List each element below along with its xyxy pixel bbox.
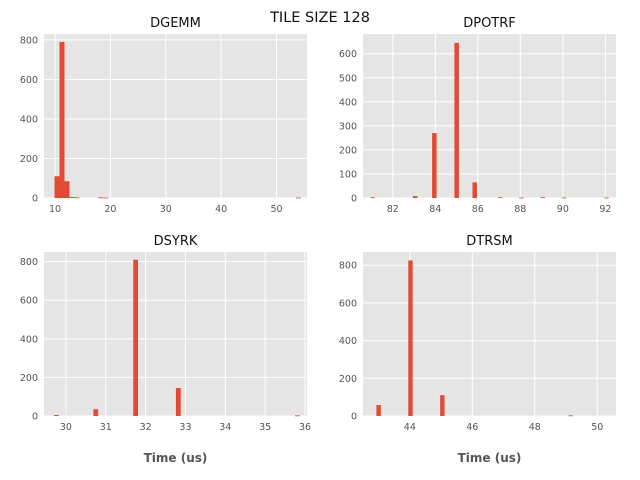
plot-area-dsyrk — [44, 252, 307, 416]
y-tick-label: 0 — [351, 194, 357, 205]
y-tick-label: 800 — [339, 261, 357, 272]
histogram-bar — [98, 197, 104, 199]
x-tick-label: 20 — [104, 204, 116, 215]
x-axis-label-dsyrk: Time (us) — [144, 451, 208, 465]
y-tick-label: 400 — [339, 336, 357, 347]
x-tick-label: 48 — [529, 422, 541, 433]
histogram-bar — [561, 197, 567, 199]
y-tick-label: 600 — [20, 296, 38, 307]
y-tick-label: 600 — [339, 49, 357, 60]
histogram-bar — [175, 388, 181, 416]
x-tick-label: 90 — [557, 204, 569, 215]
subplot-dpotrf: 0 100 200 300 400 500 600 82 84 86 88 90 92 DPOTRF — [339, 16, 616, 215]
x-tick-label: 34 — [219, 422, 231, 433]
x-tick-label: 40 — [215, 204, 227, 215]
x-tick-label: 88 — [514, 204, 526, 215]
histogram-bar — [440, 395, 445, 416]
histogram-bar — [568, 415, 573, 417]
histogram-bar — [295, 415, 300, 417]
y-tick-label: 400 — [339, 97, 357, 108]
y-tick-label: 500 — [339, 73, 357, 84]
subplot-title-dgemm: DGEMM — [150, 16, 201, 31]
x-axis-label-dtrsm: Time (us) — [458, 451, 522, 465]
histogram-bar — [74, 197, 80, 199]
x-tick-label: 30 — [160, 204, 172, 215]
histogram-bar — [498, 197, 503, 199]
histogram-bar — [432, 133, 437, 198]
histogram-bar — [295, 197, 301, 199]
histogram-bar — [53, 415, 59, 416]
histogram-bar — [604, 197, 609, 199]
x-tick-label: 32 — [140, 422, 152, 433]
histogram-bar — [54, 176, 60, 198]
y-tick-label: 400 — [20, 114, 38, 125]
y-tick-label: 200 — [20, 154, 38, 165]
y-tick-label: 0 — [32, 194, 38, 205]
histogram-bar — [519, 197, 524, 199]
x-tick-label: 50 — [591, 422, 603, 433]
x-tick-label: 31 — [100, 422, 112, 433]
plot-area-dpotrf — [363, 34, 616, 198]
x-tick-label: 35 — [259, 422, 271, 433]
x-tick-label: 30 — [60, 422, 72, 433]
histogram-bar — [472, 182, 477, 198]
y-tick-label: 600 — [20, 75, 38, 86]
y-tick-label: 800 — [20, 257, 38, 268]
histogram-bar — [103, 197, 109, 199]
subplot-dgemm: 0 200 400 600 800 10 20 30 40 50 DGEMM — [20, 16, 307, 215]
histogram-bar — [64, 181, 70, 198]
y-tick-label: 200 — [339, 374, 357, 385]
histogram-bar — [540, 197, 545, 199]
x-tick-label: 86 — [472, 204, 484, 215]
x-tick-label: 10 — [49, 204, 61, 215]
x-tick-label: 44 — [404, 422, 416, 433]
histogram-bar — [376, 405, 381, 416]
subplot-title-dtrsm: DTRSM — [466, 234, 512, 249]
histogram-bar — [370, 197, 375, 199]
histogram-bar — [412, 196, 418, 198]
y-tick-label: 0 — [351, 412, 357, 423]
x-tick-label: 46 — [466, 422, 478, 433]
y-tick-label: 100 — [339, 169, 357, 180]
figure-title: TILE SIZE 128 — [269, 10, 370, 26]
y-tick-label: 800 — [20, 35, 38, 46]
y-tick-label: 400 — [20, 334, 38, 345]
x-tick-label: 82 — [387, 204, 399, 215]
histogram-bar — [69, 197, 75, 198]
histogram-bar — [133, 259, 139, 416]
plot-area-dgemm — [44, 34, 307, 198]
y-tick-label: 300 — [339, 121, 357, 132]
x-tick-label: 36 — [299, 422, 311, 433]
subplot-dtrsm: 0 200 400 600 800 44 46 48 50 DTRSM Time (us) — [339, 234, 616, 465]
x-tick-label: 84 — [429, 204, 441, 215]
plot-area-dtrsm — [363, 252, 616, 416]
y-tick-label: 600 — [339, 298, 357, 309]
y-tick-label: 200 — [20, 373, 38, 384]
subplot-title-dpotrf: DPOTRF — [463, 16, 516, 31]
y-tick-label: 200 — [339, 145, 357, 156]
histogram-bar — [93, 409, 99, 416]
histogram-bar — [454, 42, 459, 198]
histogram-bar — [408, 260, 413, 416]
y-tick-label: 0 — [32, 412, 38, 423]
x-tick-label: 92 — [599, 204, 611, 215]
subplot-title-dsyrk: DSYRK — [154, 234, 198, 249]
subplot-dsyrk: 0 200 400 600 800 30 31 32 33 34 35 36 DSYRK Time (us… — [20, 234, 311, 465]
x-tick-label: 50 — [271, 204, 283, 215]
histogram-bar — [59, 41, 65, 199]
x-tick-label: 33 — [179, 422, 191, 433]
